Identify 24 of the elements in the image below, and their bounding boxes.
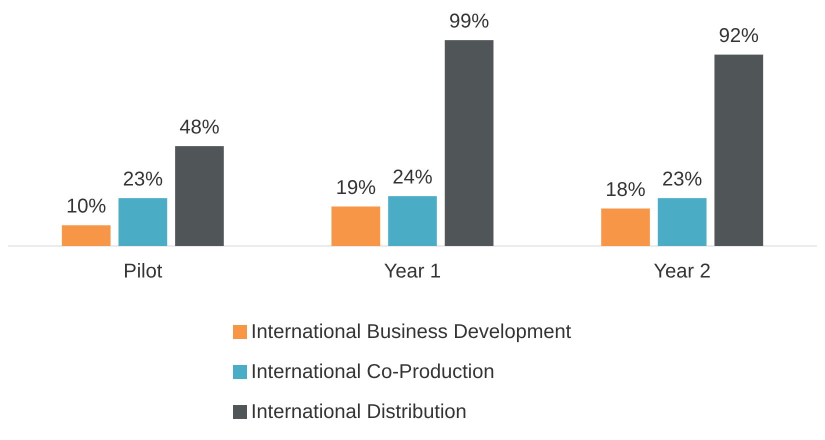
x-tick-label: Year 2: [654, 260, 711, 283]
x-tick-label: Year 1: [384, 260, 442, 283]
bar: [444, 40, 494, 246]
data-label: 24%: [392, 166, 433, 189]
bar: [388, 196, 437, 246]
data-label: 23%: [122, 168, 164, 191]
x-tick-label: Pilot: [123, 260, 163, 283]
bar: [175, 146, 224, 246]
bar: [62, 225, 111, 246]
legend-label: International Distribution: [251, 400, 467, 424]
bar: [118, 198, 168, 246]
data-label: 19%: [336, 176, 376, 199]
data-label: 99%: [449, 10, 490, 33]
legend-label: International Co-Production: [251, 360, 494, 384]
data-label: 48%: [179, 116, 220, 139]
bar: [601, 208, 650, 246]
data-label: 10%: [66, 196, 106, 218]
data-label: 23%: [662, 168, 702, 191]
data-label: 18%: [606, 179, 646, 202]
bar: [658, 198, 707, 246]
data-label: 92%: [718, 25, 760, 48]
bar: [714, 54, 764, 246]
bar: [332, 206, 380, 246]
legend-label: International Business Development: [251, 320, 572, 344]
